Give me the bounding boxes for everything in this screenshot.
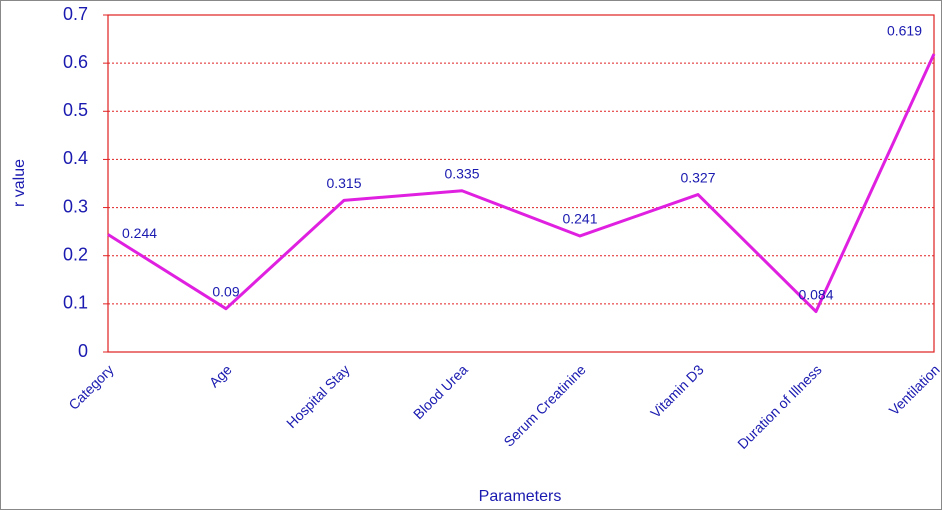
y-tick-label: 0.7 bbox=[63, 4, 88, 24]
y-tick-label: 0 bbox=[78, 341, 88, 361]
data-label: 0.335 bbox=[444, 165, 479, 181]
data-label: 0.327 bbox=[680, 169, 715, 185]
line bbox=[107, 53, 936, 314]
data-label: 0.09 bbox=[212, 283, 239, 299]
data-label: 0.084 bbox=[798, 286, 833, 302]
y-tick-label: 0.4 bbox=[63, 148, 88, 168]
y-tick-label: 0.3 bbox=[63, 196, 88, 216]
plot-area bbox=[107, 14, 935, 353]
data-label: 0.241 bbox=[562, 211, 597, 227]
y-tick-label: 0.5 bbox=[63, 100, 88, 120]
y-tick-label: 0.2 bbox=[63, 244, 88, 264]
y-tick-label: 0.1 bbox=[63, 293, 88, 313]
data-label: 0.244 bbox=[122, 225, 157, 241]
data-label: 0.315 bbox=[326, 175, 361, 191]
data-label: 0.619 bbox=[887, 23, 922, 39]
y-axis-title: r value bbox=[11, 159, 28, 207]
x-axis-title: Parameters bbox=[479, 488, 562, 505]
y-tick-label: 0.6 bbox=[63, 52, 88, 72]
